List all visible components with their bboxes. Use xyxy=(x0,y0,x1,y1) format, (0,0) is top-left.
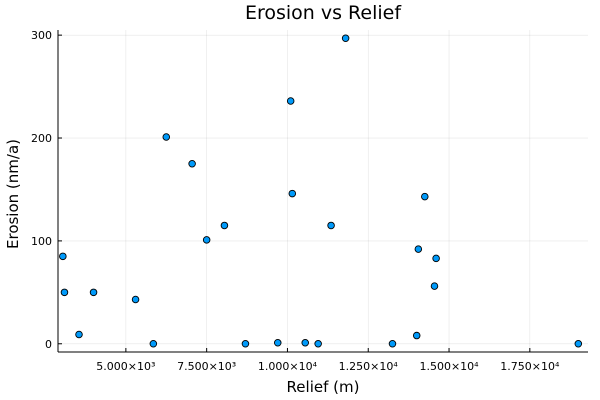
x-tick-label-4: 1.500×10⁴ xyxy=(419,360,479,373)
data-point-20 xyxy=(414,245,423,253)
data-point-23 xyxy=(432,254,440,263)
x-tick-label-3: 1.250×10⁴ xyxy=(339,360,399,373)
data-point-2 xyxy=(75,330,83,339)
y-tick-label-3: 300 xyxy=(31,29,52,42)
y-axis: 0 100 200 300 xyxy=(31,29,62,351)
y-tick-label-0: 0 xyxy=(45,338,52,351)
data-point-17 xyxy=(341,34,350,42)
data-point-11 xyxy=(274,338,282,347)
x-axis-label: Relief (m) xyxy=(287,378,360,396)
y-axis-label: Erosion (nm/a) xyxy=(4,139,22,249)
data-point-22 xyxy=(430,282,439,290)
data-point-16 xyxy=(327,221,335,230)
data-point-6 xyxy=(162,133,171,141)
plot-frame xyxy=(57,30,588,353)
x-axis: 5.000×10³ 7.500×10³ 1.000×10⁴ 1.250×10⁴ 1.50… xyxy=(96,348,560,373)
data-point-15 xyxy=(314,340,322,348)
data-point-13 xyxy=(288,189,297,198)
data-point-19 xyxy=(412,331,421,340)
data-point-9 xyxy=(220,221,229,230)
data-point-18 xyxy=(388,340,397,348)
chart-title: Erosion vs Relief xyxy=(245,2,402,24)
x-tick-label-5: 1.750×10⁴ xyxy=(500,360,560,373)
data-point-3 xyxy=(89,288,98,297)
x-tick-label-2: 1.000×10⁴ xyxy=(258,360,318,373)
x-tick-label-0: 5.000×10³ xyxy=(96,360,155,373)
data-point-21 xyxy=(421,192,429,201)
data-point-7 xyxy=(188,159,196,168)
data-points xyxy=(59,34,583,348)
data-point-8 xyxy=(202,236,211,244)
grid xyxy=(58,30,588,352)
y-tick-label-2: 200 xyxy=(31,132,52,145)
x-tick-label-1: 7.500×10³ xyxy=(177,360,236,373)
y-tick-label-1: 100 xyxy=(31,235,52,248)
data-point-4 xyxy=(131,295,140,304)
data-point-5 xyxy=(149,340,158,348)
data-point-24 xyxy=(574,340,583,348)
data-point-1 xyxy=(60,288,69,297)
data-point-14 xyxy=(301,338,309,347)
data-point-0 xyxy=(59,252,67,261)
data-point-10 xyxy=(241,340,250,348)
data-point-12 xyxy=(286,97,295,105)
